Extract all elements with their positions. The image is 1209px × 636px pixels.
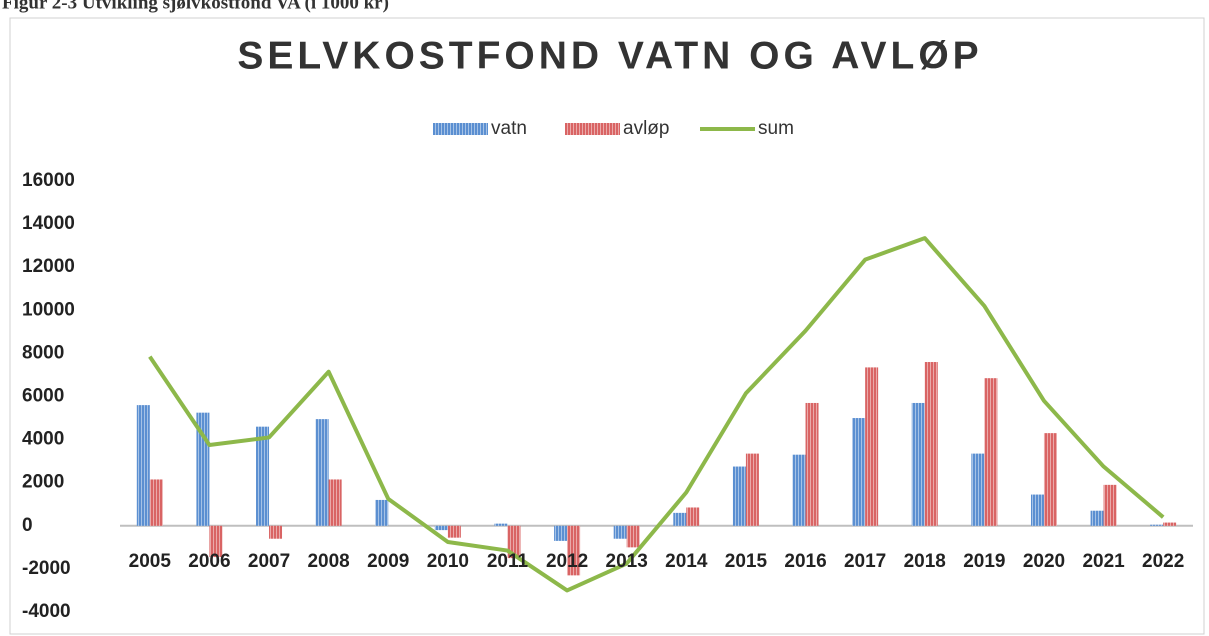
bar bbox=[1043, 433, 1057, 526]
x-tick-label: 2005 bbox=[129, 551, 172, 572]
bar bbox=[613, 525, 627, 539]
bar bbox=[971, 453, 985, 526]
bar bbox=[852, 418, 866, 526]
bar bbox=[554, 525, 568, 541]
y-tick-label: 4000 bbox=[22, 429, 64, 450]
y-tick-label: 0 bbox=[22, 515, 33, 536]
x-tick-label: 2016 bbox=[784, 551, 826, 572]
bar bbox=[328, 479, 342, 526]
bar bbox=[375, 499, 389, 526]
bar bbox=[745, 453, 759, 526]
bar bbox=[792, 454, 806, 526]
y-tick-label: -4000 bbox=[22, 601, 71, 622]
bar bbox=[1150, 524, 1164, 526]
x-tick-label: 2015 bbox=[725, 551, 768, 572]
y-tick-label: 6000 bbox=[22, 386, 64, 407]
bar bbox=[1030, 494, 1044, 526]
bar bbox=[805, 402, 819, 526]
x-tick-label: 2006 bbox=[188, 551, 230, 572]
x-tick-label: 2021 bbox=[1082, 551, 1125, 572]
bar bbox=[507, 525, 521, 559]
bar bbox=[865, 367, 879, 526]
bar bbox=[567, 525, 581, 576]
bar bbox=[256, 426, 270, 526]
x-tick-label: 2010 bbox=[427, 551, 469, 572]
bar bbox=[136, 405, 150, 526]
legend-swatch bbox=[433, 123, 488, 135]
line bbox=[148, 236, 1165, 593]
x-tick-label: 2020 bbox=[1023, 551, 1065, 572]
bar bbox=[1090, 510, 1104, 526]
y-tick-label: 10000 bbox=[22, 299, 75, 320]
bar bbox=[447, 525, 461, 538]
y-tick-label: 14000 bbox=[22, 213, 75, 234]
x-tick-label: 2007 bbox=[248, 551, 290, 572]
y-tick-label: 16000 bbox=[22, 170, 75, 191]
x-tick-label: 2012 bbox=[546, 551, 588, 572]
x-tick-label: 2022 bbox=[1142, 551, 1184, 572]
chart-title: SELVKOSTFOND VATN OG AVLØP bbox=[237, 34, 982, 77]
x-tick-label: 2008 bbox=[307, 551, 349, 572]
bar bbox=[1163, 522, 1177, 526]
figure-caption: Figur 2-3 Utvikling sjølvkostfond VA (i … bbox=[2, 0, 389, 13]
x-tick-label: 2019 bbox=[963, 551, 1005, 572]
bar bbox=[673, 512, 687, 526]
bar bbox=[494, 523, 508, 526]
legend-label: avløp bbox=[623, 118, 669, 139]
chart-frame bbox=[9, 17, 1205, 635]
bar bbox=[686, 507, 700, 526]
y-tick-label: 8000 bbox=[22, 342, 64, 363]
x-tick-label: 2014 bbox=[665, 551, 708, 572]
bar bbox=[149, 479, 163, 526]
y-tick-label: -2000 bbox=[22, 558, 71, 579]
bar bbox=[209, 525, 223, 558]
legend-label: sum bbox=[758, 118, 794, 139]
legend-label: vatn bbox=[491, 118, 527, 139]
bar bbox=[269, 525, 283, 539]
bar bbox=[315, 419, 329, 526]
x-tick-label: 2017 bbox=[844, 551, 886, 572]
x-tick-label: 2018 bbox=[904, 551, 946, 572]
bar bbox=[1103, 484, 1117, 526]
bar bbox=[626, 525, 640, 548]
bar bbox=[911, 402, 925, 526]
x-tick-label: 2011 bbox=[487, 551, 529, 572]
bar bbox=[984, 378, 998, 526]
x-tick-label: 2009 bbox=[367, 551, 409, 572]
x-tick-label: 2013 bbox=[606, 551, 648, 572]
bar bbox=[732, 466, 746, 526]
y-tick-label: 2000 bbox=[22, 472, 64, 493]
legend-swatch bbox=[565, 123, 620, 135]
bar bbox=[434, 525, 448, 531]
y-tick-label: 12000 bbox=[22, 256, 75, 277]
bar bbox=[924, 362, 938, 526]
